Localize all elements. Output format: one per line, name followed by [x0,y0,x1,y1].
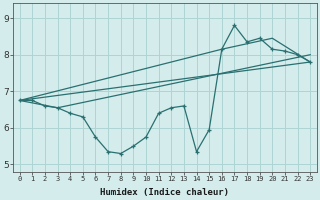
X-axis label: Humidex (Indice chaleur): Humidex (Indice chaleur) [100,188,229,197]
